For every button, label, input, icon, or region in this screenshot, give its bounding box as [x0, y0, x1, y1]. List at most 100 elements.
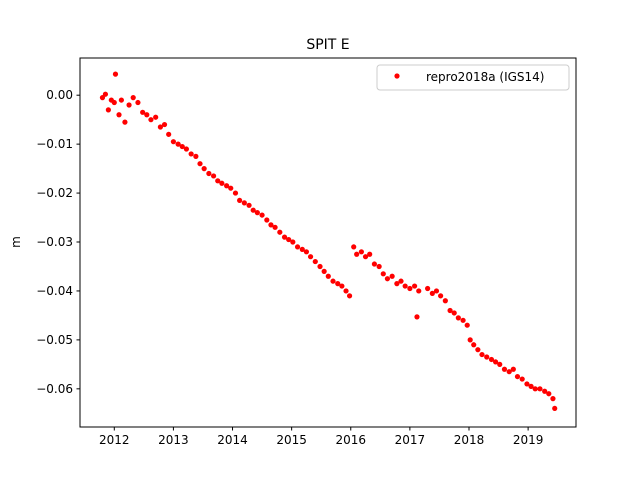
data-point	[497, 361, 503, 367]
data-point	[312, 258, 318, 265]
data-point	[343, 288, 349, 294]
data-point	[299, 246, 305, 252]
data-point	[351, 244, 357, 250]
legend: repro2018a (IGS14)	[376, 64, 570, 91]
data-point	[130, 95, 136, 101]
data-point	[290, 239, 296, 245]
data-point	[552, 405, 558, 412]
data-point	[166, 131, 172, 137]
y-tick-label: −0.02	[36, 186, 73, 200]
data-point	[467, 337, 473, 343]
data-point	[330, 278, 336, 284]
data-point	[157, 124, 164, 130]
data-point	[281, 234, 288, 240]
data-point	[232, 190, 239, 196]
data-point	[272, 224, 278, 230]
data-point	[506, 369, 512, 375]
data-point	[201, 166, 207, 172]
data-point	[135, 99, 141, 106]
data-point	[510, 366, 516, 372]
data-point	[116, 112, 122, 118]
data-point	[307, 254, 314, 260]
data-point	[170, 139, 177, 145]
data-point	[211, 173, 217, 179]
x-tick-label: 2013	[158, 433, 189, 447]
data-point	[286, 236, 292, 243]
data-point	[99, 95, 106, 101]
data-point	[122, 119, 128, 125]
legend-label: repro2018a (IGS14)	[426, 70, 544, 84]
data-point	[219, 180, 225, 186]
legend-marker	[394, 73, 400, 79]
data-point	[161, 121, 168, 128]
data-point	[277, 229, 283, 235]
data-point	[206, 170, 212, 177]
data-point	[412, 283, 418, 289]
data-point	[455, 315, 461, 321]
data-point	[414, 314, 420, 320]
data-point	[354, 251, 360, 257]
y-tick-label: 0.00	[46, 88, 73, 102]
data-point	[237, 197, 243, 204]
data-point	[394, 281, 400, 287]
data-point	[438, 293, 444, 299]
data-point	[112, 71, 119, 77]
data-point	[519, 376, 525, 382]
data-point	[294, 244, 301, 250]
x-axis-ticks: 2012 2013 2014 2015 2016 2017 2018 2019	[99, 427, 543, 447]
y-tick-label: −0.05	[36, 333, 73, 347]
data-point	[228, 185, 234, 191]
data-point	[193, 153, 199, 159]
data-point	[140, 109, 146, 115]
x-tick-label: 2014	[217, 433, 248, 447]
y-axis-ticks: 0.00 −0.01 −0.02 −0.03 −0.04 −0.05 −0.06	[36, 88, 80, 396]
data-point	[492, 359, 499, 365]
legend-box	[376, 64, 570, 91]
data-point	[179, 143, 185, 150]
data-point	[514, 373, 521, 380]
x-tick-label: 2012	[99, 433, 130, 447]
data-point	[407, 285, 413, 292]
data-point	[264, 217, 270, 223]
data-point	[183, 146, 190, 152]
data-point	[464, 322, 470, 328]
data-point	[148, 117, 154, 123]
data-point	[362, 254, 369, 260]
data-point	[224, 183, 230, 189]
data-point	[321, 268, 327, 274]
data-point	[471, 342, 477, 348]
axes-frame	[79, 57, 577, 428]
data-point	[488, 356, 495, 363]
data-point	[501, 366, 508, 372]
y-tick-label: −0.06	[36, 382, 73, 396]
data-point	[303, 249, 310, 255]
data-point	[550, 396, 556, 402]
data-point	[484, 354, 490, 360]
x-tick-label: 2019	[513, 433, 544, 447]
x-tick-label: 2017	[395, 433, 426, 447]
data-point	[335, 281, 341, 287]
x-tick-label: 2015	[276, 433, 307, 447]
data-point	[254, 210, 260, 216]
data-point	[111, 99, 117, 106]
data-point	[398, 278, 404, 284]
data-point	[268, 222, 274, 228]
data-point	[317, 263, 323, 270]
data-point	[402, 283, 408, 289]
data-point	[126, 102, 132, 108]
data-point	[442, 298, 448, 304]
data-point	[532, 386, 538, 392]
data-point	[425, 285, 431, 292]
data-point	[197, 161, 203, 167]
y-tick-label: −0.03	[36, 235, 73, 249]
data-point	[246, 202, 252, 208]
data-point	[416, 288, 422, 294]
data-point	[537, 386, 543, 392]
data-points	[99, 71, 558, 412]
data-point	[447, 307, 453, 314]
data-point	[188, 151, 194, 157]
data-point	[546, 391, 552, 397]
data-point	[429, 290, 435, 296]
data-point	[250, 207, 256, 213]
data-point	[144, 112, 150, 118]
